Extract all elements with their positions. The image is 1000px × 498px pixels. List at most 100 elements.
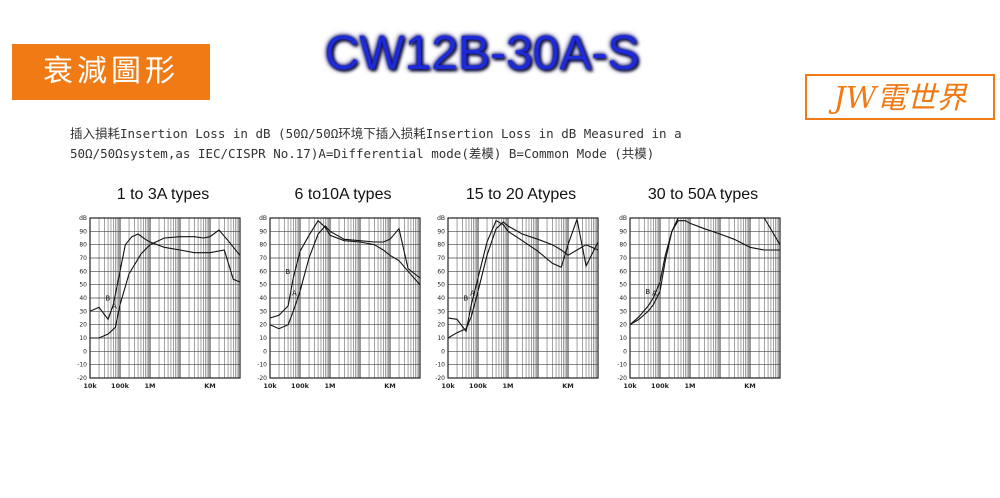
y-axis-label: dB (437, 215, 445, 222)
y-tick-label: 90 (259, 228, 267, 235)
y-tick-label: -20 (77, 375, 87, 382)
y-tick-label: 0 (263, 348, 267, 355)
y-tick-label: -20 (257, 375, 267, 382)
y-tick-label: 10 (437, 335, 445, 342)
y-tick-label: 50 (437, 282, 445, 289)
y-axis-label: dB (619, 215, 627, 222)
y-tick-label: 70 (619, 255, 627, 262)
x-tick-label: 10k (623, 382, 637, 390)
series-line-A (269, 225, 421, 330)
x-tick-label: 1M (145, 382, 156, 390)
x-tick-label: 1M (325, 382, 336, 390)
y-tick-label: 60 (437, 268, 445, 275)
description-line-2: 50Ω/50Ωsystem,as IEC/CISPR No.17)A=Diffe… (70, 146, 655, 161)
y-tick-label: 30 (437, 308, 445, 315)
series-label-A: A (292, 289, 297, 297)
x-tick-label: 100k (469, 382, 488, 390)
series-line-B (629, 220, 780, 326)
series-label-B: B (463, 295, 468, 303)
brand-logo: JW電世界 (805, 74, 995, 120)
chart-1-to-3a: 1 to 3A types -20 -10 0 10 20 30 40 50 60 70 80 90 d… (72, 186, 254, 402)
chart-plot: -20 -10 0 10 20 30 40 50 60 70 80 90 dB 10k 100k 1M KM A B (257, 215, 421, 390)
series-label-B: B (645, 288, 650, 296)
y-tick-label: -20 (617, 375, 627, 382)
y-tick-label: 80 (619, 242, 627, 249)
y-tick-label: 30 (79, 308, 87, 315)
y-tick-label: 40 (437, 295, 445, 302)
y-tick-label: 80 (79, 242, 87, 249)
y-axis-label: dB (259, 215, 267, 222)
y-tick-label: -10 (257, 362, 267, 369)
y-tick-label: 40 (259, 295, 267, 302)
y-tick-label: -10 (435, 362, 445, 369)
y-tick-label: 70 (437, 255, 445, 262)
description: 插入損耗Insertion Loss in dB (50Ω/50Ω环境下插入损耗… (70, 124, 790, 164)
y-tick-label: 70 (259, 255, 267, 262)
series-label-A: A (470, 289, 475, 297)
x-tick-label: KM (562, 382, 574, 390)
x-tick-label: 10k (83, 382, 97, 390)
y-tick-label: 20 (259, 322, 267, 329)
x-tick-label: 1M (503, 382, 514, 390)
y-tick-label: 60 (619, 268, 627, 275)
chart-plot: -20 -10 0 10 20 30 40 50 60 70 80 90 dB 10k 100k 1M KM AB (617, 215, 781, 390)
y-tick-label: 30 (619, 308, 627, 315)
y-tick-label: 40 (79, 295, 87, 302)
series-label-A: A (112, 303, 117, 311)
x-tick-label: 1M (685, 382, 696, 390)
y-tick-label: 50 (79, 282, 87, 289)
chart-title: 15 to 20 Atypes (465, 186, 577, 203)
y-tick-label: 30 (259, 308, 267, 315)
series-line-A (447, 221, 599, 339)
plot-frame (269, 217, 421, 379)
x-tick-label: 100k (651, 382, 670, 390)
y-tick-label: 0 (623, 348, 627, 355)
x-tick-label: 100k (291, 382, 310, 390)
x-tick-label: 10k (441, 382, 455, 390)
y-tick-label: 90 (79, 228, 87, 235)
x-tick-label: 10k (263, 382, 277, 390)
y-tick-label: 20 (79, 322, 87, 329)
plot-frame (89, 217, 241, 379)
series-line-A (629, 217, 781, 326)
y-tick-label: 70 (79, 255, 87, 262)
y-tick-label: 20 (619, 322, 627, 329)
y-tick-label: 40 (619, 295, 627, 302)
y-tick-label: 20 (437, 322, 445, 329)
y-tick-label: -10 (77, 362, 87, 369)
y-tick-label: 0 (83, 348, 87, 355)
y-tick-label: 0 (441, 348, 445, 355)
series-line-B (447, 217, 599, 333)
y-tick-label: 90 (619, 228, 627, 235)
chart-title: 6 to10A types (294, 186, 392, 203)
y-tick-label: 50 (619, 282, 627, 289)
section-tag: 衰減圖形 (12, 44, 210, 100)
chart-30-to-50a: 30 to 50A types -20 -10 0 10 20 30 40 50 60 70 80 9… (612, 186, 794, 402)
y-tick-label: -10 (617, 362, 627, 369)
series-line-B (269, 219, 421, 319)
series-label-B: B (285, 268, 290, 276)
x-tick-label: KM (744, 382, 756, 390)
y-axis-label: dB (79, 215, 87, 222)
x-tick-label: KM (384, 382, 396, 390)
chart-6-to-10a: 6 to10A types -20 -10 0 10 20 30 40 50 60 70 80 90 d… (252, 186, 434, 402)
y-tick-label: 10 (79, 335, 87, 342)
y-tick-label: 80 (437, 242, 445, 249)
series-label-B: B (105, 295, 110, 303)
y-tick-label: 80 (259, 242, 267, 249)
chart-title: 1 to 3A types (116, 186, 210, 203)
series-line-A (90, 229, 241, 339)
series-label-A: A (652, 289, 657, 297)
y-tick-label: 10 (259, 335, 267, 342)
y-tick-label: 10 (619, 335, 627, 342)
y-tick-label: 90 (437, 228, 445, 235)
y-tick-label: 50 (259, 282, 267, 289)
series-line-B (89, 233, 241, 321)
plot-frame (447, 217, 599, 379)
y-tick-label: -20 (435, 375, 445, 382)
chart-title: 30 to 50A types (647, 186, 759, 203)
y-tick-label: 60 (259, 268, 267, 275)
chart-plot: -20 -10 0 10 20 30 40 50 60 70 80 90 dB 10k 100k 1M KM AB (435, 215, 599, 390)
x-tick-label: 100k (111, 382, 130, 390)
